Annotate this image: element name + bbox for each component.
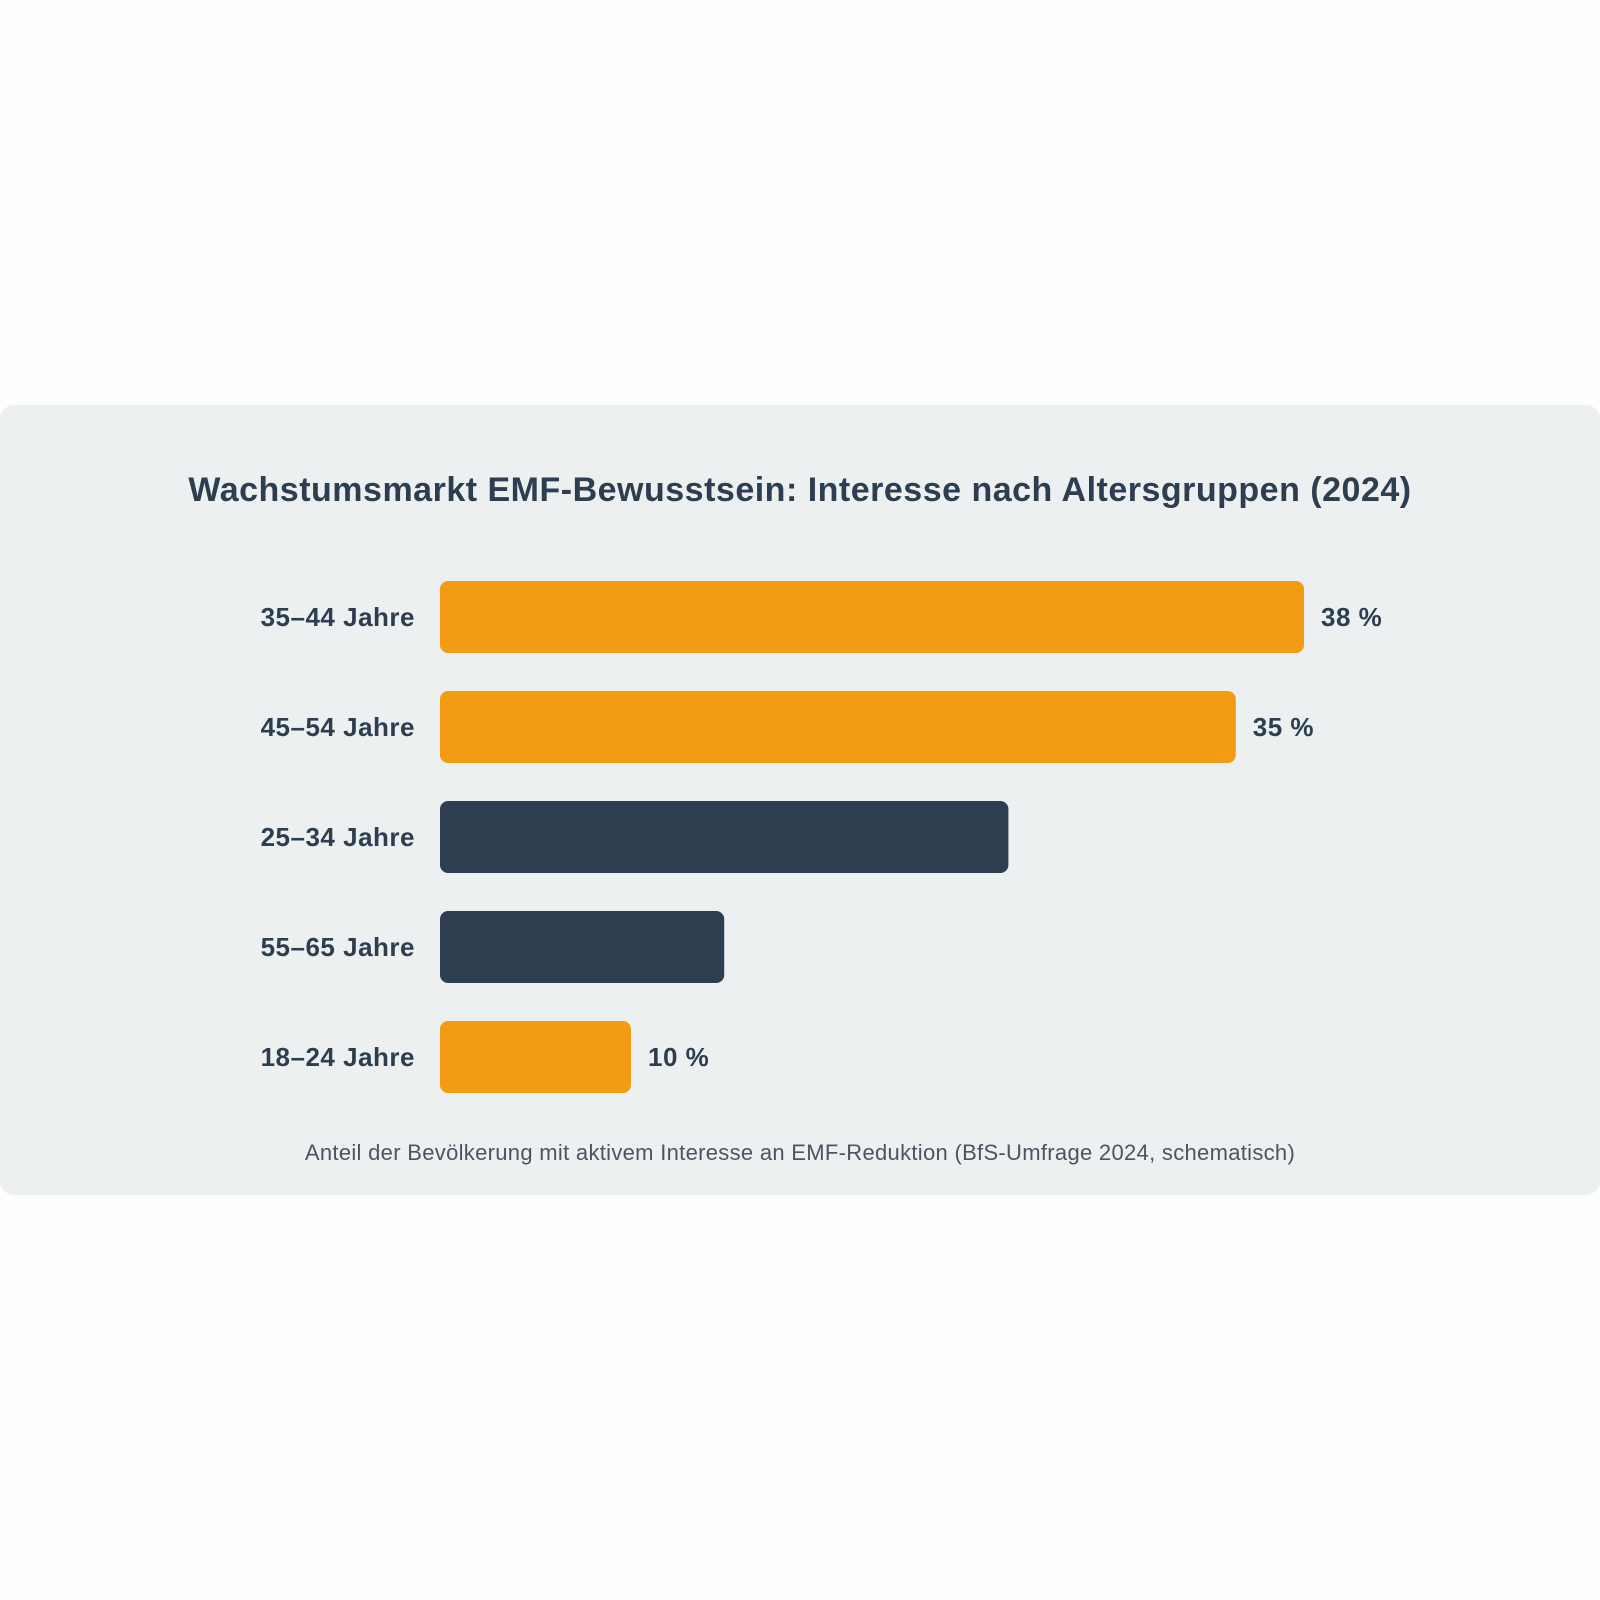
bar	[440, 581, 1304, 653]
data-label: 38 %	[1321, 602, 1382, 632]
category-label: 35–44 Jahre	[261, 602, 415, 632]
category-label: 55–65 Jahre	[261, 932, 415, 962]
bar	[440, 1021, 631, 1093]
category-label: 18–24 Jahre	[261, 1042, 415, 1072]
bar	[440, 691, 1236, 763]
chart-card: Wachstumsmarkt EMF-Bewusstsein: Interess…	[0, 405, 1600, 1195]
bar	[440, 801, 1009, 873]
chart-caption: Anteil der Bevölkerung mit aktivem Inter…	[304, 1140, 1296, 1165]
data-label: 35 %	[1253, 712, 1314, 742]
data-label: 10 %	[648, 1042, 709, 1072]
bar	[440, 911, 725, 983]
category-label: 25–34 Jahre	[261, 822, 415, 852]
bar-chart: 35–44 Jahre 38 % 45–54 Jahre 35 % 25–34 Jahr…	[261, 581, 1382, 1093]
chart-title: Wachstumsmarkt EMF-Bewusstsein: Interess…	[188, 471, 1412, 509]
category-label: 45–54 Jahre	[261, 712, 415, 742]
